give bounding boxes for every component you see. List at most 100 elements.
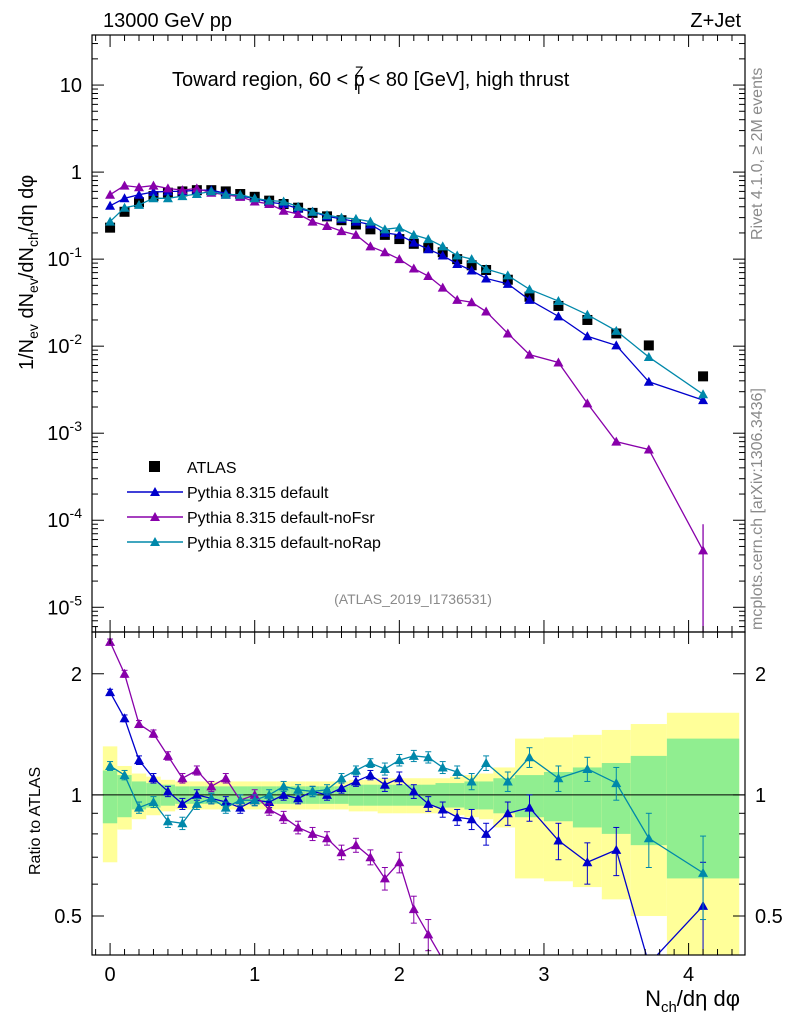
ratio-y-axis-label: Ratio to ATLAS [27,767,44,875]
ratio-point [481,828,492,838]
x-axis-label: Nch/dη dφ [645,986,740,1016]
ratio-point [162,786,173,796]
ratio-point [293,822,304,832]
ratio-point [148,797,159,807]
header-right: Z+Jet [690,10,741,32]
legend-marker-square [149,461,160,472]
ratio-point [350,776,361,786]
data-point [278,196,289,206]
ratio-point [220,773,231,783]
data-point [553,300,564,311]
ratio-point [293,784,304,794]
data-point [322,221,333,231]
ratio-panel-series [105,636,709,955]
data-point [611,325,622,335]
legend-item: Pythia 8.315 default-noRap [127,535,381,552]
legend-item: Pythia 8.315 default-noFsr [127,510,375,527]
main-panel-axes: 10 1 10-1 10-2 10-3 10-4 10-5 [47,34,746,633]
legend: ATLAS Pythia 8.315 default Pythia 8.315 de… [127,460,381,552]
legend-item: ATLAS [149,460,237,477]
legend-label: Pythia 8.315 default-noRap [187,535,381,552]
data-point [105,189,116,199]
data-point [379,224,390,234]
data-point [437,241,448,251]
ratio-point [322,833,333,843]
data-point [643,444,654,454]
ratio-point [452,812,463,822]
ratio-point [481,758,492,768]
ratio-point [336,847,347,857]
legend-label: ATLAS [187,460,237,477]
ratio-point [162,816,173,826]
data-point [643,352,654,362]
data-point [134,199,145,209]
data-point [502,270,513,280]
ratio-point [423,798,434,808]
ratio-point [698,867,709,877]
x-tick-label: 0 [105,964,116,986]
data-point [249,193,260,203]
data-point [437,282,448,292]
data-point [350,229,361,239]
ratio-point [278,812,289,822]
data-point [336,226,347,236]
ratio-line [109,755,704,874]
ratio-point [293,793,304,803]
data-point [336,212,347,222]
ratio-point [365,758,376,768]
ratio-point [408,750,419,760]
ratio-point [148,728,159,738]
legend-marker-triangle [150,487,160,496]
ratio-point [134,802,145,812]
ratio-point [119,668,130,678]
data-point [148,187,159,197]
data-point [264,195,275,205]
ratio-point [524,752,535,762]
ratio-point [307,828,318,838]
data-point [365,224,376,235]
data-point [698,389,709,399]
data-point [582,309,593,319]
ratio-point [206,781,217,791]
legend-marker-triangle [150,512,160,521]
data-point [408,229,419,239]
ratio-point [350,765,361,775]
y-tick-label: 1 [71,162,82,184]
stat-uncertainty-band [493,778,516,814]
ratio-point [379,779,390,789]
legend-marker-triangle [150,537,160,546]
data-point [235,189,246,199]
stat-uncertainty-band [131,781,147,810]
ratio-point [177,773,188,783]
ratio-point [408,786,419,796]
data-point [105,200,116,210]
ratio-point [249,795,260,805]
ratio-point [452,766,463,776]
data-point [524,349,535,359]
ratio-point [611,844,622,854]
data-point [206,186,217,196]
ratio-point [105,687,116,697]
data-point [191,183,202,193]
data-point [148,193,159,203]
ratio-point [437,804,448,814]
y-tick-label: 10-3 [47,418,82,445]
ratio-point [191,789,202,799]
ratio-point [408,904,419,914]
series-line [109,184,704,551]
ratio-y-tick-label: 0.5 [54,906,82,928]
data-point [437,250,448,260]
series-pythia-8-315-default-norap [105,186,709,399]
y-tick-label: 10-4 [47,505,82,532]
ratio-point [611,778,622,788]
data-point [452,294,463,304]
stat-uncertainty-band [478,781,494,810]
data-point [408,237,419,247]
data-point [365,216,376,226]
ratio-y-tick-label: 1 [71,785,82,807]
ratio-point [437,762,448,772]
data-point [553,357,564,367]
data-point [611,340,622,350]
data-point [394,234,405,245]
ratio-y-tick-label-right: 2 [755,664,766,686]
